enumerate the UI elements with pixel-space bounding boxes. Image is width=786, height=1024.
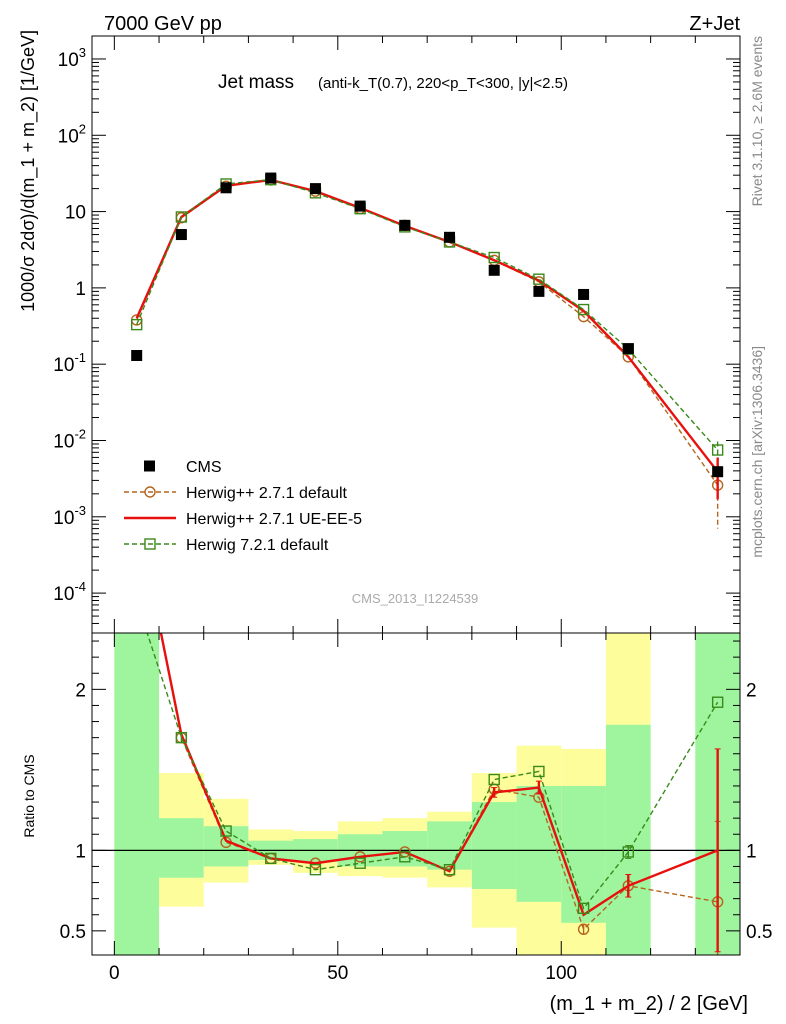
ratio-series <box>132 507 724 955</box>
legend-label: Herwig++ 2.7.1 UE-EE-5 <box>186 511 362 528</box>
ratio-y-tick-label: 0.5 <box>746 922 772 943</box>
marker-square <box>130 318 143 331</box>
main-plot: 10-4 10-3 10-2 10-1 1 10 102 103 <box>53 35 741 634</box>
cms-point <box>444 231 456 243</box>
cms-point <box>131 349 143 361</box>
cms-point <box>354 200 366 212</box>
y-tick-label: 10-1 <box>53 350 86 376</box>
band-inner <box>159 818 204 878</box>
ratio-marker-square <box>399 851 411 863</box>
y-axis-label: 1000/σ 2dσ)/d(m_1 + m_2) [1/GeV] <box>18 30 39 312</box>
ratio-y-tick-label: 1 <box>75 841 86 862</box>
ratio-marker-circle <box>132 507 142 517</box>
ratio-marker-square <box>354 857 366 869</box>
x-axis-label: (m_1 + m_2) / 2 [GeV] <box>550 993 748 1015</box>
legend-label: Herwig++ 2.7.1 default <box>186 485 348 502</box>
ratio-marker-square <box>175 731 188 744</box>
legend-marker <box>144 538 156 550</box>
ratio-frame <box>91 632 741 956</box>
band-inner <box>561 785 606 923</box>
y-tick-label: 10-4 <box>53 579 86 605</box>
ratio-y-axis-label: Ratio to CMS <box>21 754 37 837</box>
ratio-marker-square <box>309 863 322 876</box>
band-inner <box>471 802 517 889</box>
cms-point <box>220 182 232 194</box>
ratio-marker-square <box>443 863 456 876</box>
header-right: Z+Jet <box>689 13 740 35</box>
x-tick-label: 50 <box>327 963 348 984</box>
ratio-line <box>146 633 719 910</box>
rivet-label: Rivet 3.1.10, ≥ 2.6M events <box>749 36 765 206</box>
band-inner <box>114 633 160 955</box>
ratio-y-tick-label: 1 <box>746 841 757 862</box>
marker-square <box>711 444 724 456</box>
mc-line <box>136 179 719 486</box>
mcplots-label: mcplots.cern.ch [arXiv:1306.3436] <box>749 346 765 558</box>
marker-square <box>488 251 500 264</box>
cms-point <box>175 229 187 241</box>
mc-line <box>135 178 719 473</box>
band-inner <box>605 724 651 955</box>
legend-marker <box>144 460 155 472</box>
ratio-y-tick-label: 0.5 <box>60 922 86 943</box>
y-tick-label: 10-3 <box>53 503 86 529</box>
cms-point <box>622 343 634 355</box>
plot-title-sub: (anti-k_T(0.7), 220<p_T<300, |y|<2.5) <box>318 75 568 92</box>
ratio-marker-square <box>711 696 724 708</box>
legend-marker <box>144 486 156 498</box>
legend: CMS Herwig++ 2.7.1 default Herwig++ 2.7.1 … <box>124 459 362 554</box>
x-tick-label: 100 <box>545 963 577 984</box>
ratio-plot: 0.5 0.5 1 1 2 2 0 50 100 <box>60 507 772 984</box>
marker-square <box>533 273 545 285</box>
y-tick-label: 103 <box>58 45 86 71</box>
header-left: 7000 GeV pp <box>104 13 222 35</box>
cms-point <box>578 288 590 300</box>
cms-point <box>399 219 411 231</box>
x-tick-label: 0 <box>109 963 120 984</box>
watermark: CMS_2013_I1224539 <box>352 591 479 606</box>
marker-square <box>577 303 590 316</box>
ratio-marker-square <box>533 765 545 778</box>
band-inner <box>516 785 562 902</box>
y-tick-label: 10-2 <box>53 426 86 452</box>
plot-title-main: Jet mass <box>218 72 294 93</box>
y-tick-label: 1 <box>75 279 86 300</box>
y-tick-label: 10 <box>65 203 86 224</box>
ratio-y-tick-label: 2 <box>75 680 86 701</box>
ratio-marker-square <box>265 852 277 865</box>
ratio-marker-square <box>577 902 590 915</box>
ratio-marker-square <box>132 596 142 606</box>
marker-square <box>175 211 188 223</box>
ratio-marker-square <box>220 825 232 837</box>
legend-label: CMS <box>186 459 222 476</box>
mc-line <box>136 178 719 451</box>
cms-point <box>265 172 277 184</box>
cms-point <box>712 466 724 478</box>
ratio-y-tick-label: 2 <box>746 680 757 701</box>
y-tick-label: 102 <box>58 121 86 147</box>
ratio-marker-square <box>488 773 500 786</box>
ratio-marker-circle <box>577 923 590 935</box>
ratio-marker-square <box>622 846 634 858</box>
cms-point <box>309 183 321 195</box>
legend-label: Herwig 7.2.1 default <box>186 537 329 554</box>
cms-point <box>488 264 500 276</box>
cms-point <box>533 285 545 297</box>
